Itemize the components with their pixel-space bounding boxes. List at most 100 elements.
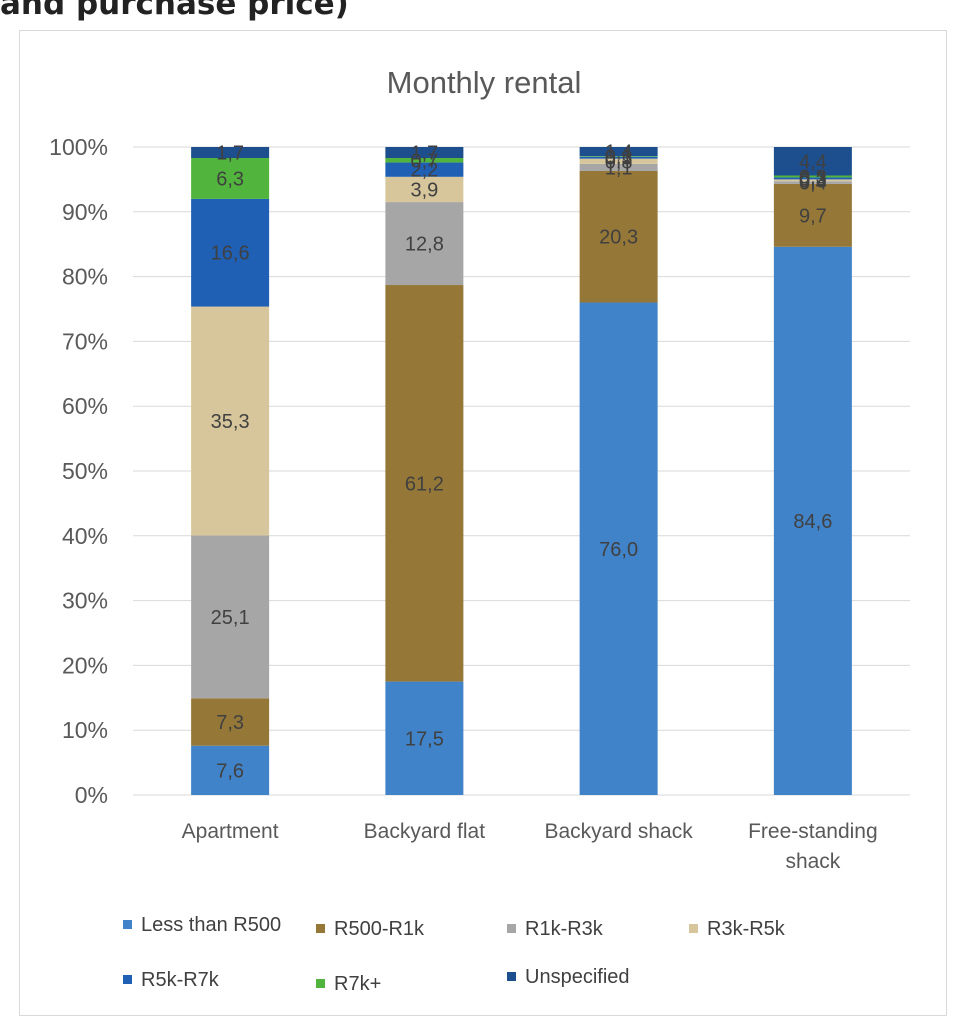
bar-segment-r3k-r5k [385, 176, 464, 203]
legend-swatch [316, 924, 325, 933]
data-label: 2,2 [410, 160, 438, 182]
bar-segment-less-than-r500 [385, 681, 464, 795]
bar-segment-r500-r1k [773, 183, 852, 247]
bar-segment-r3k-r5k [191, 306, 270, 536]
data-label: 9,7 [799, 205, 827, 227]
bar-segment-r1k-r3k [579, 163, 658, 171]
bar-segment-unspecified [191, 147, 270, 159]
bar-segment-r7k [773, 175, 852, 178]
legend-item-less-than-r500: Less than R500 [123, 914, 281, 936]
chart-frame: Monthly rental 0% 10% 20% 30% 40% 50% 60% 70% 80… [19, 30, 947, 1016]
bar-segment-less-than-r500 [191, 745, 270, 795]
data-label: 0,1 [605, 146, 633, 168]
bar-segment-r5k-r7k [191, 198, 270, 307]
legend-item-r1k-r3k: R1k-R3k [507, 918, 604, 940]
chart-title: Monthly rental [387, 65, 582, 100]
data-label: 35,3 [211, 411, 250, 433]
legend-swatch [316, 979, 325, 988]
y-tick-label: 100% [49, 134, 108, 160]
bar-segment-unspecified [385, 147, 464, 159]
data-label: 7,6 [216, 760, 244, 782]
y-tick-label: 50% [62, 458, 108, 484]
data-label: 12,8 [405, 234, 444, 256]
x-tick-label: Free-standing [748, 820, 878, 843]
data-labels: 7,67,325,135,316,66,31,717,561,212,83,92… [211, 142, 833, 783]
y-tick-label: 10% [62, 717, 108, 743]
x-tick-label: shack [785, 850, 840, 873]
legend-swatch [123, 920, 132, 929]
data-label: 76,0 [599, 539, 638, 561]
data-label: 4,4 [799, 151, 827, 173]
data-label: 1,7 [410, 143, 438, 165]
bar-segment-r5k-r7k [385, 162, 464, 177]
legend-label: Less than R500 [141, 914, 281, 936]
data-label: 0,7 [410, 150, 438, 172]
legend-item-r7k: R7k+ [316, 973, 381, 995]
data-label: 1,7 [216, 143, 244, 165]
legend-item-r5k-r7k: R5k-R7k [123, 969, 220, 991]
x-axis-ticks: Apartment Backyard flat Backyard shack Free… [182, 820, 878, 873]
bar-segment-unspecified [579, 147, 658, 157]
bar-segment-r1k-r3k [773, 181, 852, 184]
bar-segment-less-than-r500 [773, 246, 852, 796]
legend-item-r500-r1k: R500-R1k [316, 918, 425, 940]
y-tick-label: 20% [62, 652, 108, 678]
data-label: 7,3 [216, 712, 244, 734]
legend-label: R7k+ [334, 973, 381, 995]
y-tick-label: 80% [62, 264, 108, 290]
y-tick-label: 60% [62, 393, 108, 419]
bar-segment-r1k-r3k [385, 202, 464, 286]
data-label: 17,5 [405, 728, 444, 750]
legend-item-r3k-r5k: R3k-R5k [689, 918, 786, 940]
data-label: 1,1 [605, 157, 633, 179]
data-label: 25,1 [211, 607, 250, 629]
data-label: 84,6 [793, 511, 832, 533]
x-tick-label: Backyard flat [364, 820, 486, 843]
legend-item-unspecified: Unspecified [507, 966, 630, 988]
bar-segment-less-than-r500 [579, 302, 658, 795]
y-tick-label: 70% [62, 328, 108, 354]
data-label: 0,3 [799, 166, 827, 188]
bars [191, 147, 852, 796]
bar-segment-r1k-r3k [191, 535, 270, 699]
legend-label: R3k-R5k [707, 918, 786, 940]
y-axis-ticks: 0% 10% 20% 30% 40% 50% 60% 70% 80% 90% 100% [49, 134, 108, 808]
stacked-bar-chart: Monthly rental 0% 10% 20% 30% 40% 50% 60% 70% 80… [49, 65, 910, 995]
data-label: 6,3 [216, 168, 244, 190]
data-label: 0,3 [605, 148, 633, 170]
bar-segment-r5k-r7k [773, 177, 852, 180]
data-label: 3,9 [410, 179, 438, 201]
data-label: 1,4 [605, 142, 633, 164]
legend-label: Unspecified [525, 966, 630, 988]
legend: Less than R500 R500-R1k R1k-R3k R3k-R5k R5k-… [123, 914, 786, 995]
legend-label: R500-R1k [334, 918, 425, 940]
y-tick-label: 40% [62, 523, 108, 549]
data-label: 0,4 [799, 173, 827, 195]
page-heading: and purchase price) [0, 0, 349, 22]
data-label: 20,3 [599, 227, 638, 249]
data-label: 0,3 [799, 170, 827, 192]
data-label: 0,8 [605, 151, 633, 173]
y-tick-label: 0% [75, 782, 108, 808]
bar-segment-r500-r1k [385, 285, 464, 682]
legend-swatch [689, 924, 698, 933]
bar-segment-r7k [191, 158, 270, 199]
data-label: 16,6 [211, 243, 250, 265]
bar-segment-r5k-r7k [579, 156, 658, 159]
bar-segment-r500-r1k [191, 698, 270, 746]
legend-swatch [507, 924, 516, 933]
x-tick-label: Apartment [182, 820, 279, 843]
bar-segment-r3k-r5k [579, 158, 658, 164]
bar-segment-r500-r1k [579, 170, 658, 303]
x-tick-label: Backyard shack [545, 820, 694, 843]
legend-label: R1k-R3k [525, 918, 604, 940]
bar-segment-unspecified [773, 147, 852, 176]
data-label: 61,2 [405, 473, 444, 495]
legend-swatch [123, 975, 132, 984]
legend-swatch [507, 972, 516, 981]
bar-segment-r3k-r5k [773, 179, 852, 182]
data-label: 0,3 [799, 168, 827, 190]
bar-segment-r7k [579, 156, 658, 157]
bar-segment-r7k [385, 158, 464, 163]
y-tick-label: 90% [62, 199, 108, 225]
